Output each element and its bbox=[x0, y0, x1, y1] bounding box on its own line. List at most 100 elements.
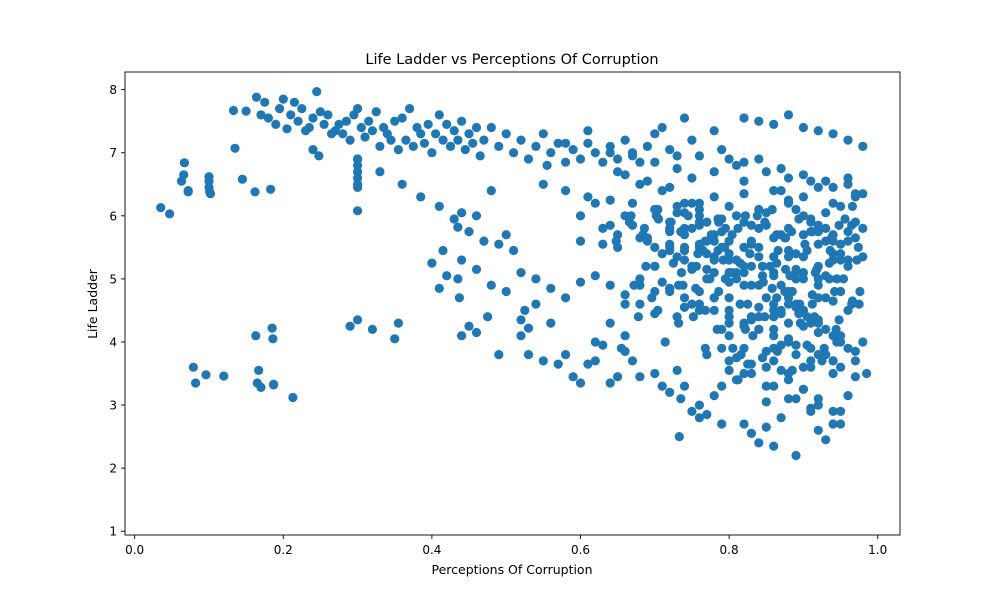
data-point bbox=[520, 305, 530, 315]
data-point bbox=[754, 154, 764, 164]
x-tick-label: 0.6 bbox=[571, 543, 590, 557]
data-point bbox=[251, 331, 261, 341]
data-point bbox=[806, 217, 816, 227]
data-point bbox=[314, 151, 324, 161]
data-point bbox=[434, 201, 444, 211]
data-point bbox=[501, 286, 511, 297]
data-point bbox=[709, 305, 719, 315]
data-point bbox=[278, 94, 288, 104]
data-point bbox=[201, 370, 211, 380]
data-point bbox=[783, 375, 794, 385]
data-point bbox=[791, 249, 801, 259]
data-point bbox=[687, 173, 697, 183]
data-point bbox=[605, 318, 615, 328]
data-point bbox=[457, 208, 467, 218]
data-point bbox=[516, 315, 526, 325]
data-point bbox=[453, 135, 463, 145]
data-point bbox=[263, 113, 273, 123]
data-point bbox=[791, 274, 801, 284]
data-point bbox=[724, 305, 734, 315]
data-point bbox=[853, 242, 864, 252]
data-point bbox=[769, 441, 779, 451]
data-point bbox=[575, 236, 586, 246]
data-point bbox=[702, 274, 712, 284]
data-point bbox=[739, 157, 749, 167]
data-point bbox=[694, 305, 705, 315]
data-point bbox=[798, 252, 809, 262]
data-point bbox=[375, 141, 385, 151]
data-point bbox=[807, 299, 817, 309]
data-point bbox=[179, 158, 189, 168]
data-point bbox=[620, 290, 630, 300]
data-point bbox=[156, 203, 166, 213]
data-point bbox=[813, 239, 823, 249]
data-point bbox=[408, 141, 418, 151]
data-point bbox=[553, 138, 563, 148]
data-point bbox=[828, 198, 838, 208]
data-point bbox=[776, 163, 786, 174]
data-point bbox=[746, 261, 757, 271]
data-point bbox=[709, 255, 719, 265]
data-point bbox=[308, 113, 318, 123]
data-point bbox=[353, 154, 363, 164]
data-point bbox=[598, 157, 608, 167]
data-point bbox=[754, 438, 764, 448]
data-point bbox=[739, 113, 749, 123]
data-point bbox=[821, 293, 831, 303]
data-point bbox=[308, 145, 318, 155]
data-point bbox=[293, 116, 303, 126]
data-point bbox=[256, 382, 266, 392]
data-point bbox=[457, 116, 467, 126]
data-point bbox=[691, 283, 701, 293]
data-point bbox=[850, 233, 861, 243]
data-point bbox=[657, 277, 667, 287]
data-point bbox=[748, 331, 758, 341]
data-point bbox=[850, 346, 861, 356]
data-point bbox=[783, 173, 794, 183]
data-point bbox=[806, 406, 816, 416]
data-point bbox=[776, 365, 786, 375]
data-point bbox=[776, 413, 786, 423]
data-point bbox=[758, 277, 768, 287]
data-point bbox=[665, 286, 675, 297]
data-point bbox=[353, 173, 363, 183]
data-point bbox=[271, 119, 281, 129]
data-point bbox=[754, 302, 764, 312]
data-point bbox=[754, 116, 764, 126]
data-point bbox=[795, 318, 806, 328]
data-point bbox=[583, 359, 593, 369]
data-point bbox=[746, 428, 757, 438]
data-point bbox=[598, 223, 608, 233]
data-point bbox=[769, 268, 779, 278]
data-point bbox=[843, 255, 853, 265]
data-point bbox=[761, 362, 771, 372]
data-point bbox=[683, 211, 693, 221]
data-point bbox=[709, 230, 719, 240]
data-point bbox=[754, 324, 764, 334]
data-point bbox=[791, 204, 801, 215]
data-point bbox=[821, 324, 831, 334]
data-point bbox=[687, 406, 697, 416]
data-point bbox=[638, 230, 648, 240]
data-point bbox=[791, 350, 801, 360]
data-point bbox=[772, 346, 783, 356]
data-point bbox=[561, 293, 571, 303]
data-point bbox=[657, 249, 667, 259]
data-point bbox=[360, 132, 370, 142]
data-point bbox=[813, 400, 823, 410]
data-point bbox=[672, 208, 682, 218]
data-point bbox=[724, 249, 734, 259]
data-point bbox=[516, 268, 526, 278]
data-point bbox=[798, 170, 809, 180]
data-point bbox=[523, 323, 534, 333]
data-point bbox=[769, 186, 779, 196]
data-point bbox=[821, 435, 831, 445]
data-point bbox=[836, 249, 846, 259]
data-point bbox=[783, 394, 794, 404]
data-point bbox=[486, 122, 496, 133]
data-point bbox=[457, 255, 467, 265]
data-point bbox=[757, 353, 768, 363]
data-point bbox=[598, 340, 608, 350]
data-point bbox=[702, 264, 712, 274]
data-point bbox=[821, 208, 831, 218]
